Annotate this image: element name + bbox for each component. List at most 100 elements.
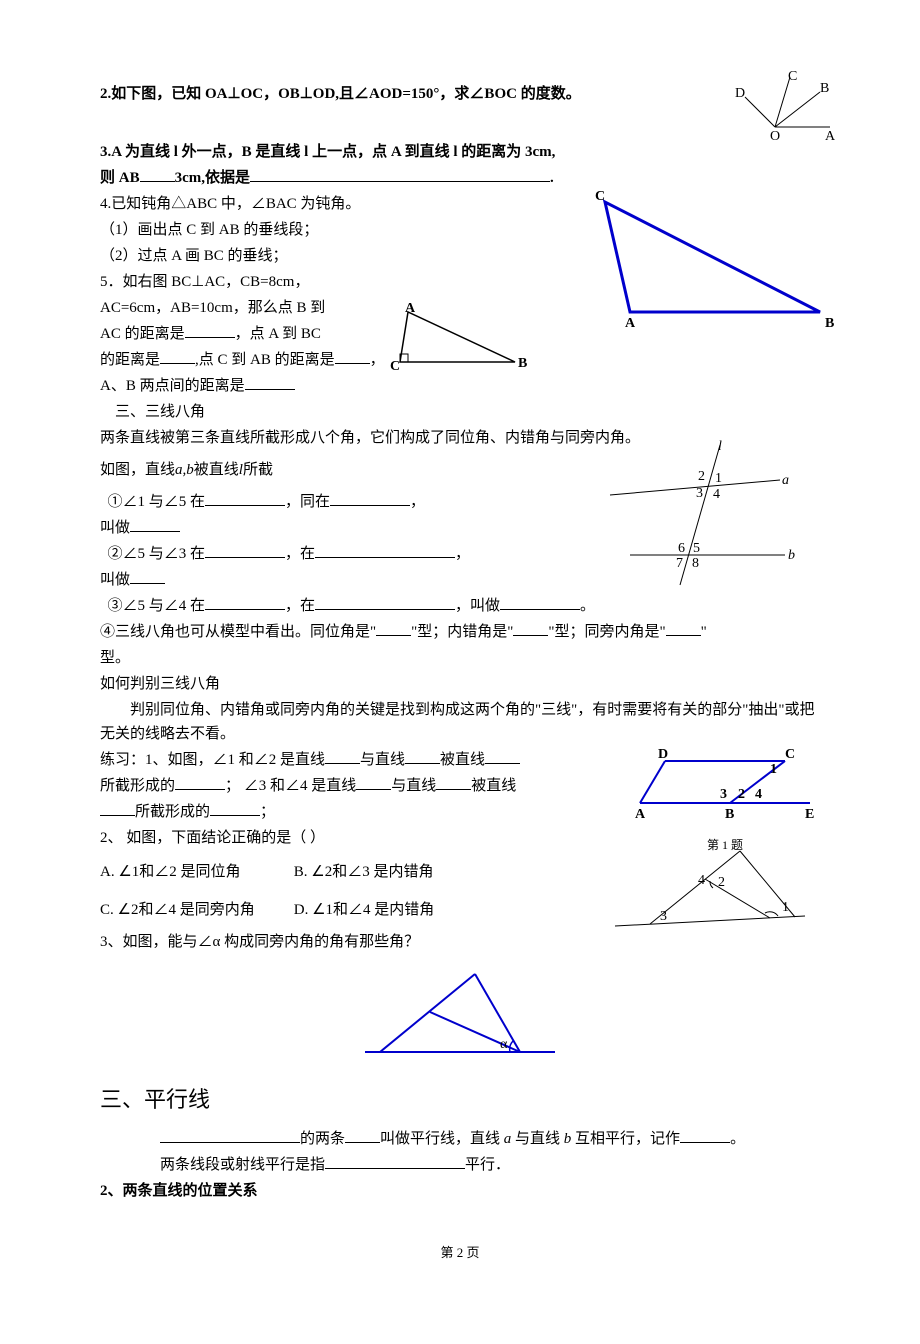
blank[interactable] (315, 542, 455, 558)
t: ， (455, 546, 470, 562)
blank[interactable] (130, 568, 165, 584)
n4: 4 (698, 873, 705, 888)
alpha: α (500, 1037, 508, 1052)
n1: 1 (715, 471, 722, 486)
t: ②∠5 与∠3 在 (108, 546, 206, 562)
page-footer: 第 2 页 (100, 1243, 820, 1264)
t: ； ∠3 和∠4 是直线 (225, 778, 356, 794)
t: 叫做 (100, 572, 130, 588)
label-O: O (770, 129, 780, 144)
blank[interactable] (140, 166, 175, 182)
t: 平行． (465, 1157, 510, 1173)
n2: 2 (738, 787, 745, 802)
blank[interactable] (205, 490, 285, 506)
parallel-p3: 2、两条直线的位置关系 (100, 1179, 820, 1203)
blank[interactable] (315, 594, 455, 610)
t: 被直线 (471, 778, 516, 794)
t: 的距离是 (100, 352, 160, 368)
n4: 4 (755, 787, 762, 802)
t: "型；同旁内角是" (548, 624, 665, 640)
t: ,点 C 到 AB 的距离是 (195, 352, 335, 368)
n6: 6 (678, 541, 685, 556)
t: 练习：1、如图，∠1 和∠2 是直线 (100, 752, 325, 768)
blank[interactable] (513, 620, 548, 636)
label-A: A (625, 316, 636, 331)
b: b (564, 1131, 572, 1147)
blank[interactable] (436, 774, 471, 790)
blank[interactable] (680, 1127, 730, 1143)
t: ， (410, 494, 425, 510)
blank[interactable] (160, 1127, 300, 1143)
s3-p4e: 型。 (100, 646, 820, 670)
blank[interactable] (130, 516, 180, 532)
s3-p4: ④三线八角也可从模型中看出。同位角是""型；内错角是""型；同旁内角是"" (100, 620, 820, 644)
t: ，在 (285, 546, 315, 562)
blank[interactable] (485, 748, 520, 764)
q3-l2b: 3cm,依据是 (175, 170, 250, 186)
q3-l2c: . (550, 170, 554, 186)
blank[interactable] (405, 748, 440, 764)
section-parallel: 三、平行线 的两条叫做平行线，直线 a 与直线 b 互相平行，记作。 两条线段或… (100, 1082, 820, 1203)
ex3-stem: 3、如图，能与∠α 构成同旁内角的角有那些角？ (100, 930, 820, 954)
blank[interactable] (185, 322, 235, 338)
s3-title: 三、三线八角 (100, 400, 820, 424)
a: a (504, 1131, 512, 1147)
opt-A[interactable]: A. ∠1和∠2 是同位角 (100, 860, 290, 884)
blank[interactable] (205, 542, 285, 558)
blank[interactable] (205, 594, 285, 610)
exercise-3: 3、如图，能与∠α 构成同旁内角的角有那些角？ α (100, 930, 820, 1072)
blank[interactable] (335, 348, 370, 364)
C: C (785, 747, 795, 762)
t: 与直线 (391, 778, 436, 794)
blank[interactable] (376, 620, 411, 636)
q5-figure: A B C (390, 302, 530, 380)
blank[interactable] (250, 166, 550, 182)
exercise-2: 2、 如图，下面结论正确的是（ ） A. ∠1和∠2 是同位角 B. ∠2和∠3… (100, 826, 820, 922)
a: a (782, 473, 789, 488)
opt-C[interactable]: C. ∠2和∠4 是同旁内角 (100, 898, 290, 922)
blank[interactable] (356, 774, 391, 790)
t: ，同在 (285, 494, 330, 510)
q2-text: 2.如下图，已知 OA⊥OC，OB⊥OD,且∠AOD=150°，求∠BOC 的度… (100, 82, 820, 106)
t: ①∠1 与∠5 在 (108, 494, 206, 510)
opt-B[interactable]: B. ∠2和∠3 是内错角 (294, 864, 434, 880)
t: ，在 (285, 598, 315, 614)
label-D: D (735, 86, 745, 101)
blank[interactable] (100, 800, 135, 816)
n7: 7 (676, 556, 683, 571)
blank[interactable] (175, 774, 225, 790)
n5: 5 (693, 541, 700, 556)
opt-D[interactable]: D. ∠1和∠4 是内错角 (294, 902, 435, 918)
n2: 2 (698, 469, 705, 484)
question-4-5: 4.已知钝角△ABC 中，∠BAC 为钝角。 （1）画出点 C 到 AB 的垂线… (100, 192, 820, 398)
t: 。 (580, 598, 595, 614)
blank[interactable] (345, 1127, 380, 1143)
blank[interactable] (330, 490, 410, 506)
B: B (725, 807, 734, 822)
blank[interactable] (500, 594, 580, 610)
t: 与直线 (360, 752, 405, 768)
blank[interactable] (325, 1153, 465, 1169)
blank[interactable] (160, 348, 195, 364)
question-2: 2.如下图，已知 OA⊥OC，OB⊥OD,且∠AOD=150°，求∠BOC 的度… (100, 82, 820, 106)
blank[interactable] (245, 374, 295, 390)
ab: a,b (175, 462, 194, 478)
section-three-lines: 三、三线八角 两条直线被第三条直线所截形成八个角，它们构成了同位角、内错角与同旁… (100, 400, 820, 670)
howto-title: 如何判别三线八角 (100, 672, 820, 696)
t: 所截形成的 (100, 778, 175, 794)
n4: 4 (713, 487, 720, 502)
blank[interactable] (210, 800, 260, 816)
t: 被直线 (440, 752, 485, 768)
blank[interactable] (325, 748, 360, 764)
blank[interactable] (666, 620, 701, 636)
n8: 8 (692, 556, 699, 571)
parallel-p1: 的两条叫做平行线，直线 a 与直线 b 互相平行，记作。 (100, 1127, 820, 1151)
t: 如图，直线 (100, 462, 175, 478)
label-B: B (518, 356, 527, 371)
label-C: C (390, 359, 400, 374)
t: 的两条 (300, 1131, 345, 1147)
l: l (718, 439, 722, 454)
t: 叫做 (100, 520, 130, 536)
t: 两条线段或射线平行是指 (160, 1157, 325, 1173)
label-C: C (595, 189, 605, 204)
